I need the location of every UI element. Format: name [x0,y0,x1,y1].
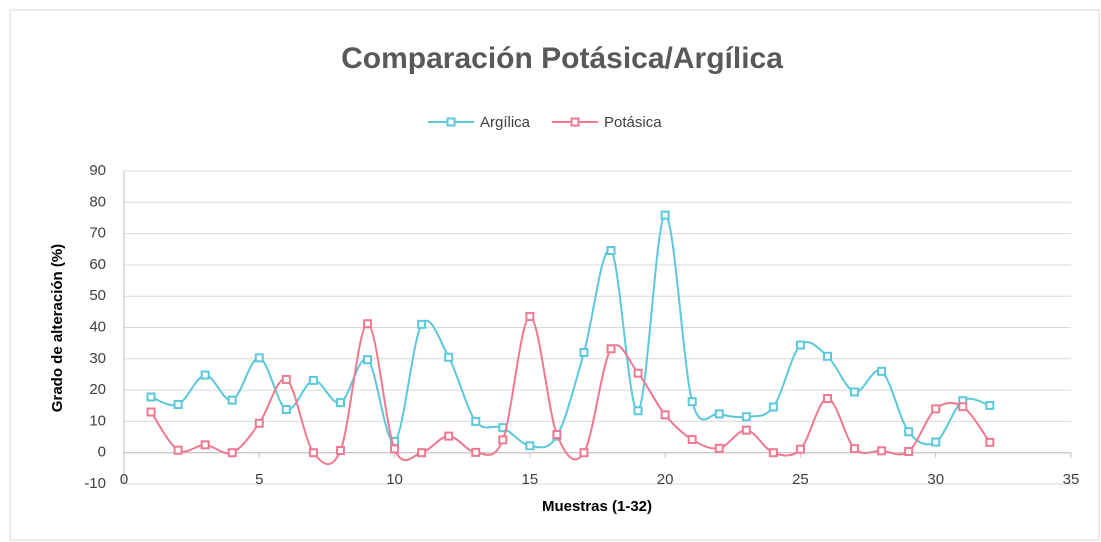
point-marker [444,352,454,362]
point-marker [444,431,454,441]
point-marker [606,246,616,256]
y-tick-label: 70 [89,225,106,242]
point-marker [552,430,562,440]
point-marker [660,410,670,420]
x-tick-label: 35 [1063,471,1080,488]
point-marker [146,392,156,402]
point-marker [471,416,481,426]
point-marker [579,348,589,358]
point-marker [877,366,887,376]
x-tick-label: 30 [927,471,944,488]
point-marker [768,402,778,412]
point-marker [768,448,778,458]
point-marker [254,418,264,428]
point-marker [741,412,751,422]
y-tick-label: 0 [98,444,106,461]
point-marker [254,353,264,363]
x-tick-label: 5 [255,471,263,488]
point-marker [850,444,860,454]
point-marker [687,397,697,407]
point-marker [822,351,832,361]
point-marker [227,448,237,458]
point-marker [660,210,670,220]
point-marker [687,435,697,445]
point-marker [281,405,291,415]
point-marker [417,319,427,329]
legend-marker [570,117,580,127]
point-marker [904,446,914,456]
point-marker [363,355,373,365]
y-tick-label: 90 [89,162,106,179]
point-marker [822,394,832,404]
point-marker [931,437,941,447]
point-marker [633,406,643,416]
point-marker [985,437,995,447]
y-tick-label: 40 [89,318,106,335]
y-axis-label: Grado de alteración (%) [49,244,66,412]
x-tick-label: 15 [522,471,539,488]
point-marker [877,446,887,456]
x-tick-label: 20 [657,471,674,488]
point-marker [390,444,400,454]
point-marker [850,387,860,397]
point-marker [579,448,589,458]
point-marker [417,448,427,458]
point-marker [498,435,508,445]
point-marker [200,370,210,380]
legend-label: Argílica [480,114,531,131]
point-marker [281,374,291,384]
point-marker [173,399,183,409]
point-marker [904,427,914,437]
point-marker [795,444,805,454]
point-marker [471,447,481,457]
series-line [150,214,991,449]
y-tick-label: 20 [89,381,106,398]
point-marker [795,340,805,350]
chart-border [9,9,1100,541]
point-marker [227,395,237,405]
point-marker [985,400,995,410]
point-marker [606,344,616,354]
x-tick-label: 0 [120,471,128,488]
point-marker [200,440,210,450]
y-tick-label: 30 [89,350,106,367]
chart-title: Comparación Potásica/Argílica [341,42,783,75]
y-tick-label: 80 [89,193,106,210]
x-axis-label: Muestras (1-32) [542,498,652,515]
point-marker [173,445,183,455]
point-marker [308,448,318,458]
y-tick-label: 60 [89,256,106,273]
point-marker [931,404,941,414]
point-marker [525,312,535,322]
point-marker [714,409,724,419]
point-marker [714,443,724,453]
point-marker [741,425,751,435]
y-tick-label: 50 [89,287,106,304]
legend-label: Potásica [604,114,662,131]
point-marker [633,368,643,378]
point-marker [308,375,318,385]
point-marker [146,407,156,417]
point-marker [958,402,968,412]
point-marker [335,398,345,408]
y-tick-label: -10 [84,475,106,492]
point-marker [363,319,373,329]
legend-marker [446,117,456,127]
y-tick-label: 10 [89,412,106,429]
point-marker [335,446,345,456]
x-tick-label: 25 [792,471,809,488]
x-tick-label: 10 [386,471,403,488]
point-marker [525,441,535,451]
